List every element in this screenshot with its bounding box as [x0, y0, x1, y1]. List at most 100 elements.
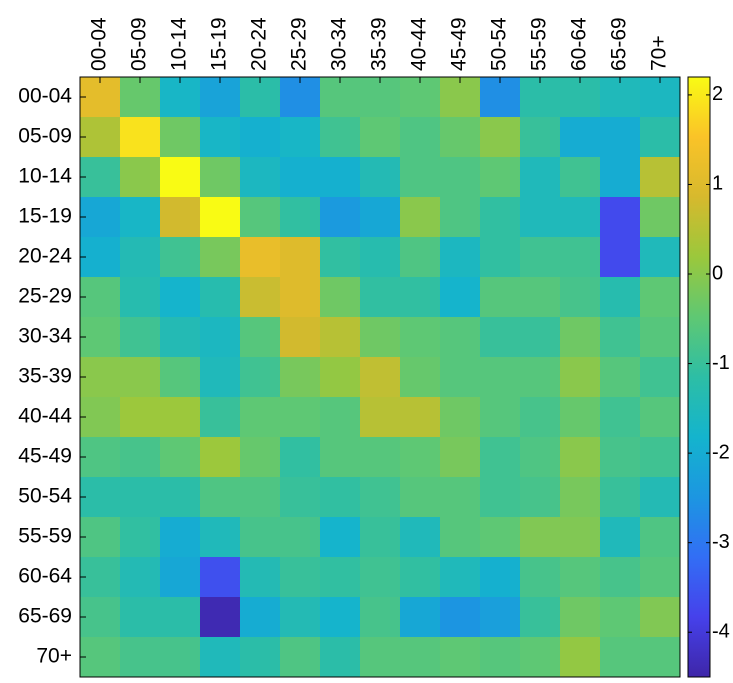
heatmap-cell-r0-c8	[400, 77, 441, 118]
x-tick-label: 10-14	[168, 17, 191, 71]
heatmap-cell-r2-c13	[600, 157, 641, 198]
heatmap-cell-r13-c1	[120, 597, 161, 638]
heatmap-cell-r12-c4	[240, 557, 281, 598]
heatmap-cell-r2-c9	[440, 157, 481, 198]
y-tick-label: 25-29	[18, 285, 72, 308]
heatmap-cell-r10-c1	[120, 477, 161, 518]
heatmap-cell-r0-c10	[480, 77, 521, 118]
heatmap-cell-r6-c6	[320, 317, 361, 358]
heatmap-cell-r0-c6	[320, 77, 361, 118]
x-tick-label: 25-29	[288, 17, 311, 71]
heatmap-cell-r9-c4	[240, 437, 281, 478]
heatmap-cell-r2-c3	[200, 157, 241, 198]
heatmap-cell-r2-c10	[480, 157, 521, 198]
y-tick-label: 30-34	[18, 325, 72, 348]
heatmap-cell-r3-c5	[280, 197, 321, 238]
heatmap-cell-r1-c6	[320, 117, 361, 158]
heatmap-cell-r8-c3	[200, 397, 241, 438]
heatmap-cell-r7-c5	[280, 357, 321, 398]
heatmap-cell-r11-c12	[560, 517, 601, 558]
heatmap-cell-r8-c2	[160, 397, 201, 438]
x-tick-label: 60-64	[568, 17, 591, 71]
heatmap-cell-r1-c9	[440, 117, 481, 158]
heatmap-cell-r2-c12	[560, 157, 601, 198]
heatmap-cell-r14-c3	[200, 637, 241, 678]
heatmap-cell-r7-c10	[480, 357, 521, 398]
heatmap-cell-r5-c4	[240, 277, 281, 318]
heatmap-cell-r10-c11	[520, 477, 561, 518]
heatmap-cell-r11-c10	[480, 517, 521, 558]
heatmap-cell-r6-c14	[640, 317, 681, 358]
heatmap-cell-r2-c14	[640, 157, 681, 198]
y-tick-label: 45-49	[18, 445, 72, 468]
heatmap-cell-r4-c14	[640, 237, 681, 278]
heatmap-cell-r5-c11	[520, 277, 561, 318]
heatmap-cell-r4-c11	[520, 237, 561, 278]
heatmap-cell-r8-c8	[400, 397, 441, 438]
heatmap-cell-r0-c0	[80, 77, 121, 118]
heatmap-cell-r13-c2	[160, 597, 201, 638]
heatmap-cell-r4-c4	[240, 237, 281, 278]
heatmap-cell-r9-c7	[360, 437, 401, 478]
heatmap-cell-r5-c14	[640, 277, 681, 318]
heatmap-cell-r1-c4	[240, 117, 281, 158]
heatmap-cell-r2-c4	[240, 157, 281, 198]
heatmap-cell-r4-c6	[320, 237, 361, 278]
heatmap-cell-r14-c11	[520, 637, 561, 678]
heatmap-cell-r9-c5	[280, 437, 321, 478]
heatmap-cell-r3-c10	[480, 197, 521, 238]
heatmap-cell-r0-c7	[360, 77, 401, 118]
heatmap-cell-r7-c13	[600, 357, 641, 398]
heatmap-cell-r5-c13	[600, 277, 641, 318]
heatmap-cell-r0-c5	[280, 77, 321, 118]
heatmap-cell-r0-c4	[240, 77, 281, 118]
heatmap-cell-r5-c8	[400, 277, 441, 318]
heatmap-cell-r10-c3	[200, 477, 241, 518]
x-tick-label: 20-24	[248, 17, 271, 71]
heatmap-cell-r5-c12	[560, 277, 601, 318]
heatmap-cell-r4-c3	[200, 237, 241, 278]
heatmap-cell-r9-c12	[560, 437, 601, 478]
heatmap-cell-r1-c2	[160, 117, 201, 158]
heatmap-cell-r0-c3	[200, 77, 241, 118]
heatmap-cell-r1-c14	[640, 117, 681, 158]
heatmap-cell-r7-c14	[640, 357, 681, 398]
heatmap-cell-r14-c4	[240, 637, 281, 678]
heatmap-cell-r10-c0	[80, 477, 121, 518]
heatmap-cell-r12-c13	[600, 557, 641, 598]
heatmap-cells	[80, 77, 681, 678]
heatmap-cell-r11-c6	[320, 517, 361, 558]
heatmap-cell-r8-c13	[600, 397, 641, 438]
heatmap-cell-r4-c2	[160, 237, 201, 278]
heatmap-cell-r12-c12	[560, 557, 601, 598]
heatmap-cell-r7-c0	[80, 357, 121, 398]
colorbar-tick-label: 0	[712, 262, 723, 284]
heatmap-cell-r2-c2	[160, 157, 201, 198]
heatmap-cell-r7-c7	[360, 357, 401, 398]
heatmap-cell-r11-c13	[600, 517, 641, 558]
heatmap-cell-r12-c1	[120, 557, 161, 598]
heatmap-cell-r3-c0	[80, 197, 121, 238]
heatmap-cell-r11-c0	[80, 517, 121, 558]
heatmap-cell-r0-c2	[160, 77, 201, 118]
heatmap-cell-r11-c14	[640, 517, 681, 558]
heatmap-cell-r4-c8	[400, 237, 441, 278]
x-tick-label: 30-34	[328, 17, 351, 71]
heatmap-cell-r6-c11	[520, 317, 561, 358]
heatmap-cell-r13-c0	[80, 597, 121, 638]
heatmap-cell-r8-c11	[520, 397, 561, 438]
heatmap-cell-r5-c6	[320, 277, 361, 318]
y-tick-label: 00-04	[18, 85, 72, 108]
y-tick-labels: 00-04 05-09 10-14 15-19 20-24 25-29 30-34 35-39…	[18, 85, 86, 668]
heatmap-cell-r13-c9	[440, 597, 481, 638]
heatmap-cell-r4-c13	[600, 237, 641, 278]
heatmap-cell-r4-c7	[360, 237, 401, 278]
heatmap-cell-r11-c8	[400, 517, 441, 558]
heatmap-cell-r12-c2	[160, 557, 201, 598]
heatmap-cell-r14-c7	[360, 637, 401, 678]
heatmap-cell-r13-c11	[520, 597, 561, 638]
heatmap-cell-r11-c2	[160, 517, 201, 558]
y-tick-label: 05-09	[18, 125, 72, 148]
heatmap-cell-r9-c13	[600, 437, 641, 478]
